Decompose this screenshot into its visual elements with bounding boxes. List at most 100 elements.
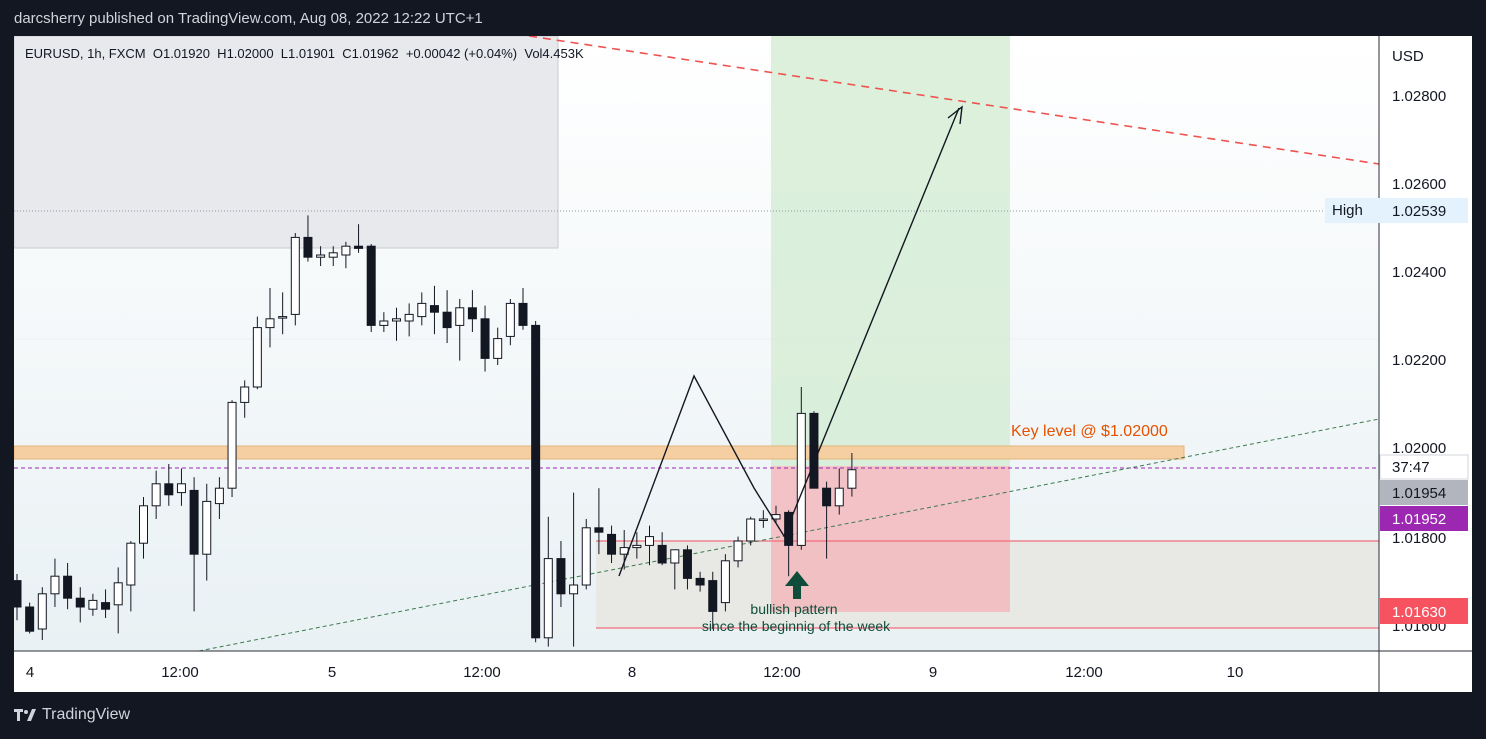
candle-body [657, 544, 667, 564]
candle [607, 525, 617, 563]
candle-body [252, 327, 262, 388]
candle [290, 233, 300, 326]
svg-text:1.01954: 1.01954 [1392, 485, 1446, 502]
candle [88, 593, 98, 616]
currency-label: USD [1392, 48, 1424, 65]
svg-text:1.02539: 1.02539 [1392, 203, 1446, 220]
time-tick: 8 [628, 664, 636, 681]
candle-body [493, 338, 503, 359]
candle-body [733, 540, 743, 562]
candle [366, 244, 376, 332]
price-tick: 1.02800 [1392, 88, 1446, 105]
candle [695, 571, 705, 592]
candle [202, 483, 212, 581]
candle [328, 246, 338, 266]
candle [151, 470, 161, 519]
candle [252, 316, 262, 390]
bullish-arrow-icon [785, 571, 809, 599]
candle [429, 285, 439, 335]
candle-body [88, 599, 98, 610]
candle-body [101, 602, 111, 610]
supply-zone[interactable] [14, 36, 559, 249]
candle [101, 589, 111, 618]
candle-body [746, 518, 756, 542]
price-tick: 1.02200 [1392, 352, 1446, 369]
candle [733, 536, 743, 568]
candle [746, 516, 756, 546]
candle [316, 246, 326, 266]
candle-body [151, 483, 161, 507]
candle-body [63, 575, 73, 599]
candle [176, 468, 186, 506]
candle-body [822, 487, 832, 507]
svg-text:37:47: 37:47 [1392, 459, 1430, 476]
candle-body [354, 245, 364, 249]
candle-body [417, 302, 427, 318]
candle [822, 481, 832, 559]
candle-body [543, 558, 553, 639]
candle [834, 468, 844, 515]
candle-body [328, 252, 338, 258]
publish-info: darcsherry published on TradingView.com,… [14, 10, 483, 27]
svg-text:High: High [1332, 202, 1363, 219]
candle [467, 290, 477, 332]
candle-body [50, 575, 60, 595]
candle [442, 290, 452, 343]
candle [455, 299, 465, 361]
candle [354, 224, 364, 253]
candle [758, 510, 768, 528]
candle-body [720, 560, 730, 604]
candle-body [404, 313, 414, 322]
falling-trendline[interactable] [528, 36, 1380, 165]
candle [14, 574, 22, 621]
key-level-band[interactable] [14, 445, 1185, 460]
candle-body [25, 606, 35, 632]
projection-path[interactable] [618, 107, 960, 577]
tradingview-logo[interactable]: TradingView [14, 706, 130, 724]
candle-body [429, 305, 439, 313]
candle [341, 241, 351, 269]
candle [493, 327, 503, 365]
candle-body [531, 324, 541, 639]
candle-body [37, 593, 47, 630]
candle-body [278, 316, 288, 319]
candle-body [379, 320, 389, 326]
pattern-label-line2: since the beginnig of the week [702, 618, 891, 634]
symbol-legend: EURUSD, 1h, FXCM O1.01920 H1.02000 L1.01… [25, 46, 584, 61]
candle-body [632, 544, 642, 549]
candle-body [708, 580, 718, 612]
candle [682, 545, 692, 590]
candle-body [265, 318, 275, 329]
candle [303, 215, 313, 262]
candle-body [126, 542, 136, 586]
candle [240, 380, 250, 418]
candle-body [290, 236, 300, 315]
chart-canvas[interactable]: bullish pattern since the beginnig of th… [14, 36, 1472, 692]
candle-body [442, 311, 452, 329]
candle [417, 292, 427, 326]
candle-body [240, 386, 250, 403]
candle [63, 563, 73, 610]
time-tick: 12:00 [161, 664, 199, 681]
candle-body [341, 245, 351, 256]
candle [189, 477, 199, 612]
time-tick: 12:00 [1065, 664, 1103, 681]
candle [518, 288, 528, 330]
rising-trendline[interactable] [198, 418, 1380, 652]
candle [139, 497, 148, 559]
candle-body [758, 518, 768, 521]
tradingview-logo-icon [14, 709, 36, 721]
price-tick-labels: 1.02800 1.02600 1.02400 1.02200 1.02000 … [1392, 88, 1446, 635]
candle-body [518, 302, 528, 326]
long-stop-zone[interactable] [771, 466, 1010, 612]
candle-body [113, 582, 123, 606]
chart-panel[interactable]: bullish pattern since the beginnig of th… [14, 36, 1472, 692]
long-target-zone[interactable] [771, 36, 1010, 466]
candle-body [834, 487, 844, 507]
candle [796, 387, 806, 550]
candle [265, 288, 275, 348]
candle [784, 510, 794, 577]
time-tick: 9 [929, 664, 937, 681]
svg-text:1.01952: 1.01952 [1392, 511, 1446, 528]
candle-body [569, 584, 579, 595]
